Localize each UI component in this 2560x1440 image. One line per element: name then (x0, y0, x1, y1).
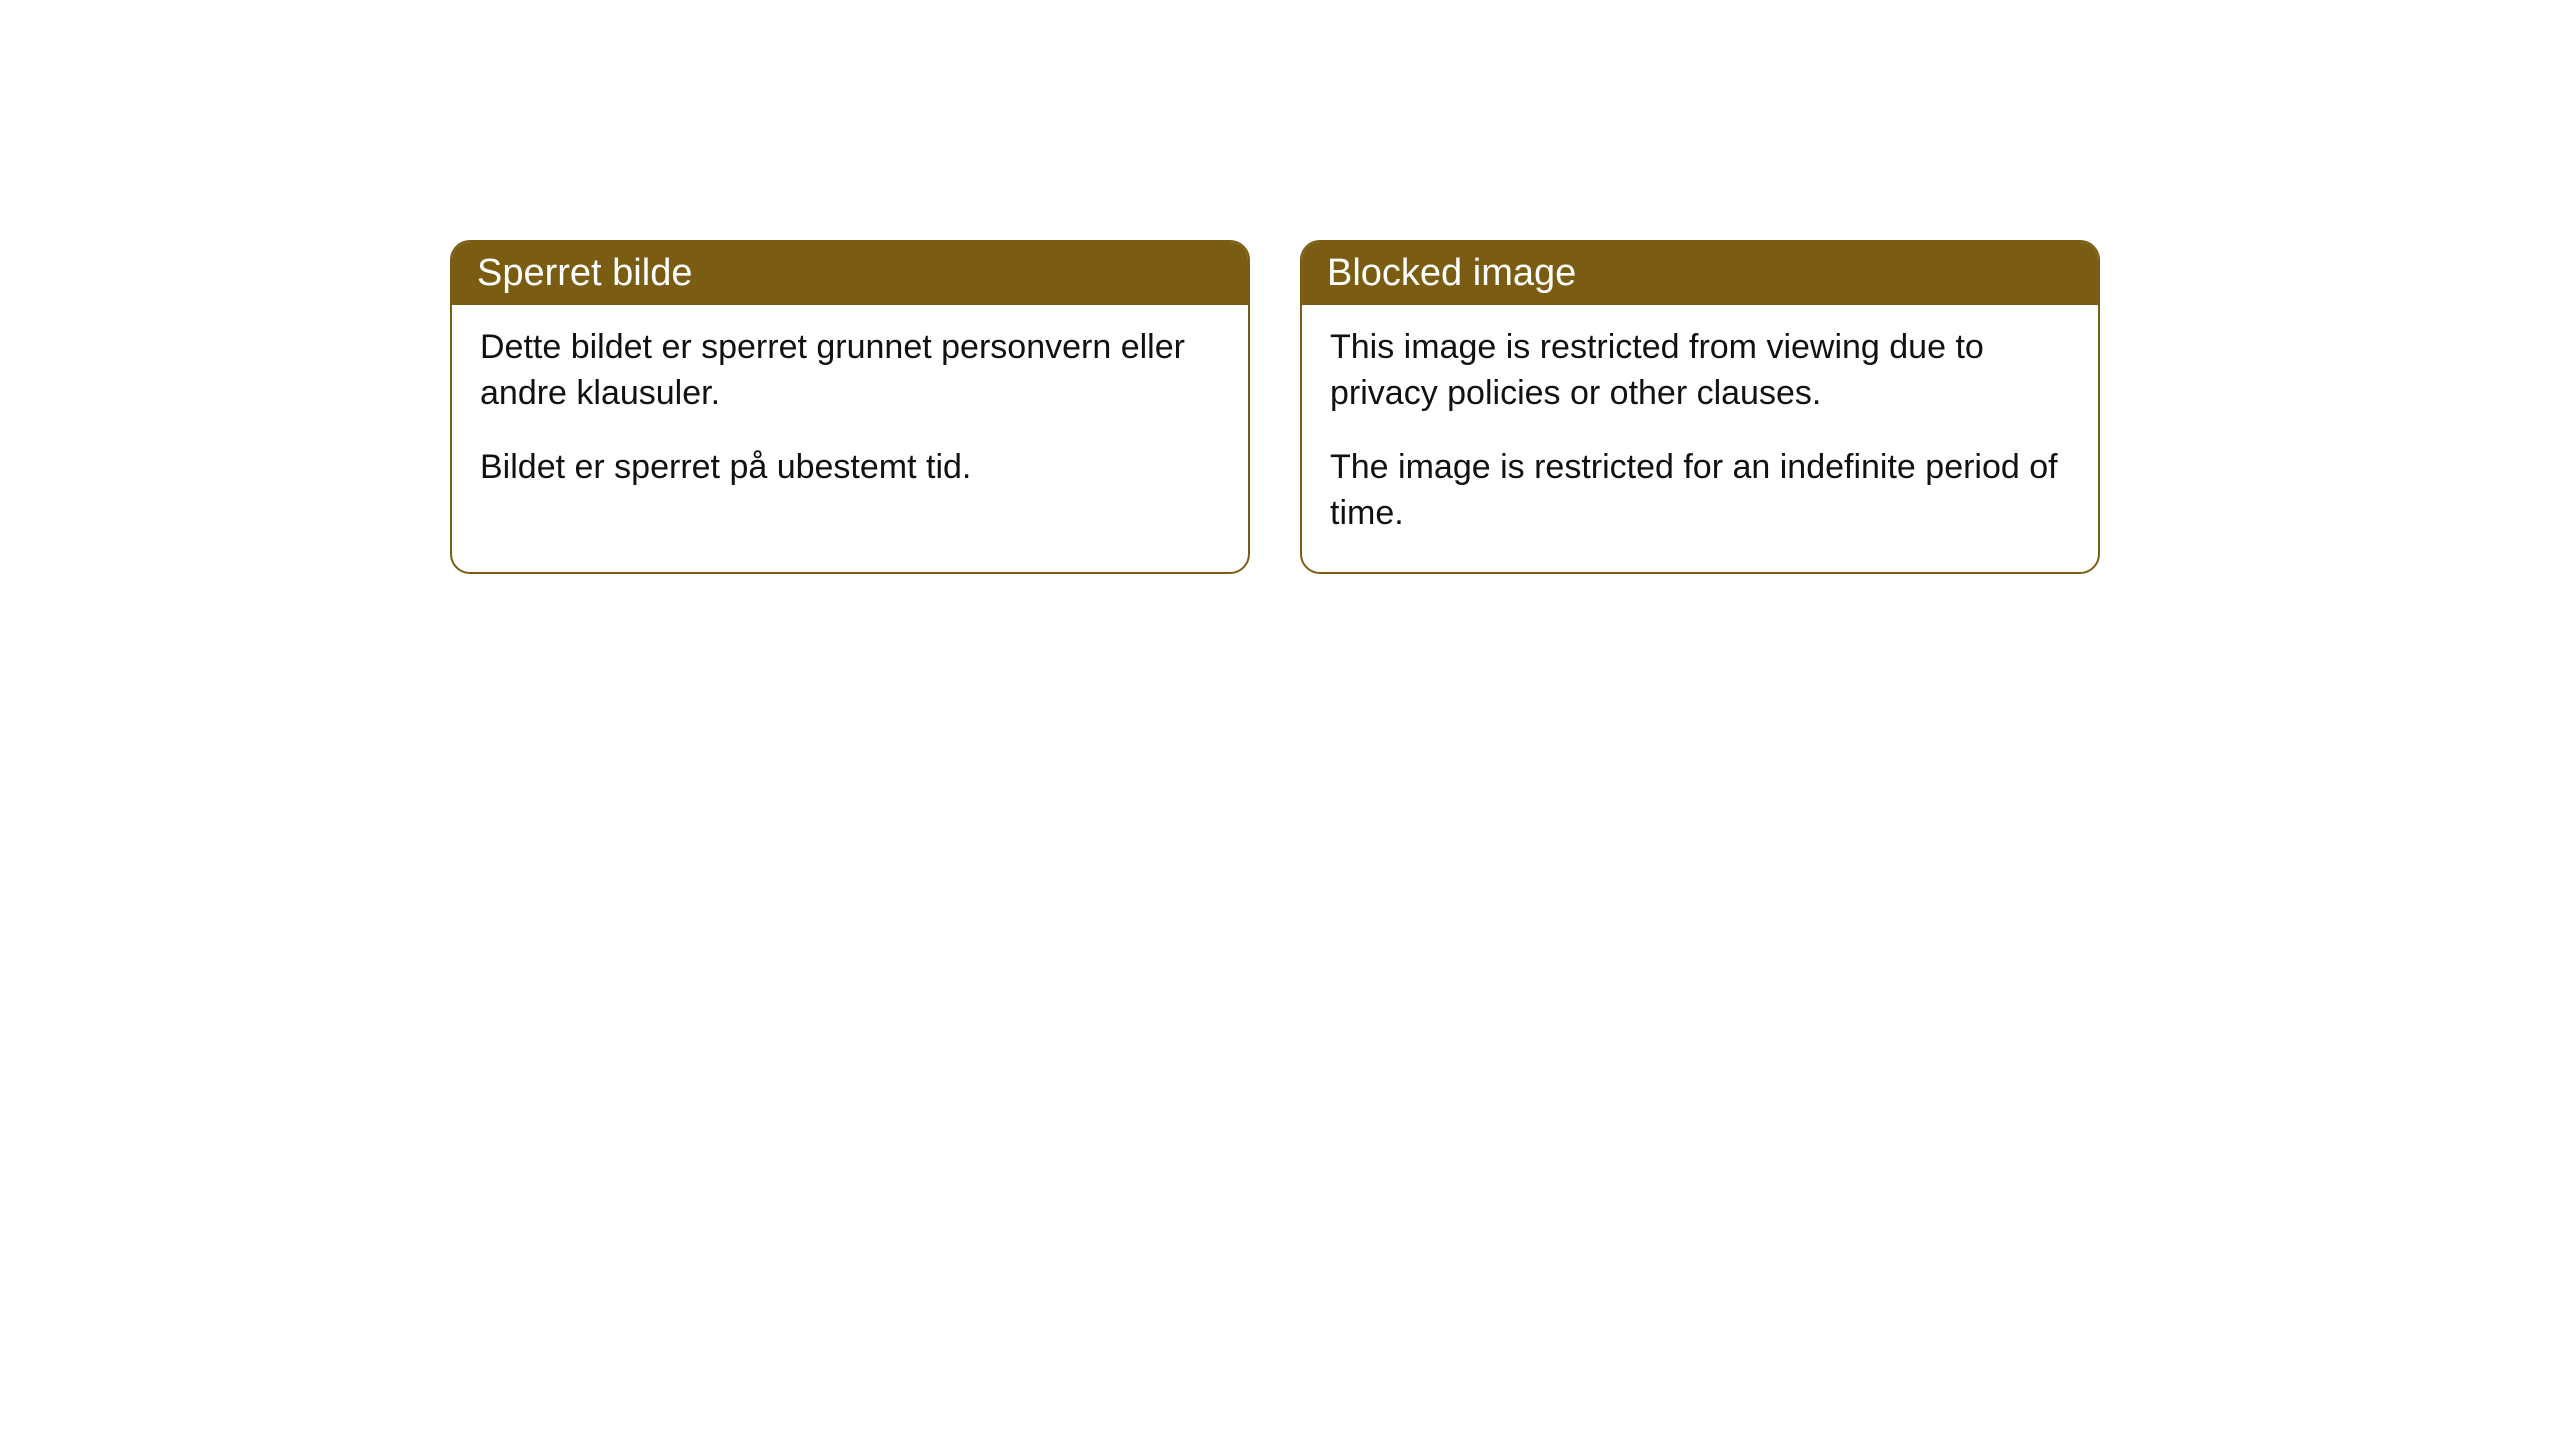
blocked-image-card-en: Blocked image This image is restricted f… (1300, 240, 2100, 574)
card-body-en: This image is restricted from viewing du… (1302, 305, 2098, 572)
card-paragraph-1-no: Dette bildet er sperret grunnet personve… (480, 325, 1220, 417)
card-title-no: Sperret bilde (452, 242, 1248, 305)
cards-container: Sperret bilde Dette bildet er sperret gr… (450, 240, 2100, 574)
card-paragraph-1-en: This image is restricted from viewing du… (1330, 325, 2070, 417)
card-title-en: Blocked image (1302, 242, 2098, 305)
blocked-image-card-no: Sperret bilde Dette bildet er sperret gr… (450, 240, 1250, 574)
card-body-no: Dette bildet er sperret grunnet personve… (452, 305, 1248, 526)
card-paragraph-2-no: Bildet er sperret på ubestemt tid. (480, 445, 1220, 491)
card-paragraph-2-en: The image is restricted for an indefinit… (1330, 445, 2070, 537)
